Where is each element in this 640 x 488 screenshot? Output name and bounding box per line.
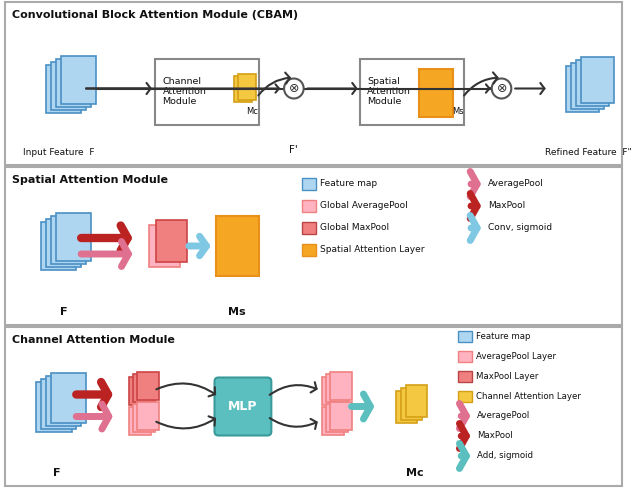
Bar xyxy=(234,76,252,102)
Bar xyxy=(323,407,344,434)
Bar xyxy=(458,351,472,362)
Bar xyxy=(137,402,159,430)
Bar xyxy=(51,61,86,109)
Bar xyxy=(129,407,151,434)
Text: AveragePool Layer: AveragePool Layer xyxy=(476,352,556,361)
Text: Refined Feature  F": Refined Feature F" xyxy=(545,148,632,157)
Bar xyxy=(576,60,609,105)
Bar xyxy=(36,382,72,431)
Bar xyxy=(406,385,427,416)
Bar xyxy=(156,220,187,262)
Circle shape xyxy=(492,79,511,99)
FancyBboxPatch shape xyxy=(214,378,271,435)
Text: $\otimes$: $\otimes$ xyxy=(496,82,507,95)
Text: F': F' xyxy=(289,145,298,155)
Bar xyxy=(230,79,248,104)
Text: $\otimes$: $\otimes$ xyxy=(288,82,300,95)
Text: MaxPool Layer: MaxPool Layer xyxy=(476,372,538,381)
Bar xyxy=(41,379,76,428)
Text: Channel Attention Module: Channel Attention Module xyxy=(12,335,175,345)
Text: Channel Attention Layer: Channel Attention Layer xyxy=(476,392,581,401)
Text: Global MaxPool: Global MaxPool xyxy=(320,224,389,232)
Bar xyxy=(51,372,86,423)
Bar xyxy=(458,371,472,382)
Bar xyxy=(46,64,81,113)
Bar xyxy=(149,225,180,267)
Bar xyxy=(326,374,348,402)
Bar xyxy=(56,59,91,106)
Bar xyxy=(419,68,452,117)
Bar xyxy=(133,404,155,432)
Bar xyxy=(56,213,91,261)
Bar xyxy=(301,178,316,190)
Text: MLP: MLP xyxy=(228,400,258,413)
Bar xyxy=(137,372,159,400)
Text: AveragePool: AveragePool xyxy=(488,180,544,188)
Bar xyxy=(301,222,316,234)
Bar xyxy=(301,200,316,212)
Bar xyxy=(581,57,614,102)
Text: AveragePool: AveragePool xyxy=(477,411,531,421)
Text: Ms: Ms xyxy=(452,107,464,117)
Bar xyxy=(41,222,76,270)
Bar xyxy=(323,377,344,405)
Bar xyxy=(133,374,155,402)
Text: Ms: Ms xyxy=(228,307,246,317)
Circle shape xyxy=(284,79,303,99)
Text: MaxPool: MaxPool xyxy=(488,202,525,210)
FancyBboxPatch shape xyxy=(5,327,622,486)
Text: Input Feature  F: Input Feature F xyxy=(23,148,95,157)
Text: Global AveragePool: Global AveragePool xyxy=(320,202,408,210)
Bar xyxy=(330,402,351,430)
FancyBboxPatch shape xyxy=(5,167,622,325)
Text: Mc: Mc xyxy=(246,107,258,117)
Text: Mc: Mc xyxy=(406,468,423,478)
Text: F: F xyxy=(53,468,61,478)
Text: Spatial
Attention
Module: Spatial Attention Module xyxy=(367,77,412,106)
Bar xyxy=(571,62,604,108)
Text: Spatial Attention Layer: Spatial Attention Layer xyxy=(320,245,425,255)
Bar xyxy=(46,219,81,267)
Bar xyxy=(216,216,259,276)
Bar xyxy=(396,390,417,423)
Bar xyxy=(566,65,600,111)
Text: Conv, sigmoid: Conv, sigmoid xyxy=(488,224,552,232)
Bar xyxy=(401,387,422,420)
Bar xyxy=(51,216,86,264)
Bar xyxy=(458,331,472,342)
FancyBboxPatch shape xyxy=(5,2,622,165)
Bar xyxy=(301,244,316,256)
Text: Feature map: Feature map xyxy=(476,332,531,341)
Text: Channel
Attention
Module: Channel Attention Module xyxy=(163,77,207,106)
Bar xyxy=(330,372,351,400)
Bar xyxy=(238,74,255,100)
FancyBboxPatch shape xyxy=(360,59,464,124)
Bar xyxy=(61,56,96,103)
FancyBboxPatch shape xyxy=(155,59,259,124)
Text: Spatial Attention Module: Spatial Attention Module xyxy=(12,175,168,185)
Text: F: F xyxy=(60,307,67,317)
Text: Feature map: Feature map xyxy=(320,180,378,188)
Text: Add, sigmoid: Add, sigmoid xyxy=(477,451,533,461)
Text: Convolutional Block Attention Module (CBAM): Convolutional Block Attention Module (CB… xyxy=(12,10,298,20)
Text: MaxPool: MaxPool xyxy=(477,431,513,441)
Bar xyxy=(326,404,348,432)
Bar xyxy=(46,375,81,426)
Bar xyxy=(129,377,151,405)
Bar xyxy=(458,391,472,402)
